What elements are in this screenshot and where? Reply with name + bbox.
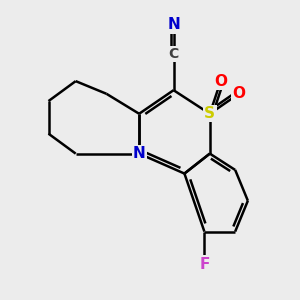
Text: C: C bbox=[168, 47, 179, 61]
Text: O: O bbox=[214, 74, 227, 88]
Text: N: N bbox=[133, 146, 146, 161]
Text: O: O bbox=[232, 86, 245, 101]
Text: S: S bbox=[204, 106, 215, 121]
Text: N: N bbox=[167, 17, 180, 32]
Text: F: F bbox=[199, 257, 210, 272]
